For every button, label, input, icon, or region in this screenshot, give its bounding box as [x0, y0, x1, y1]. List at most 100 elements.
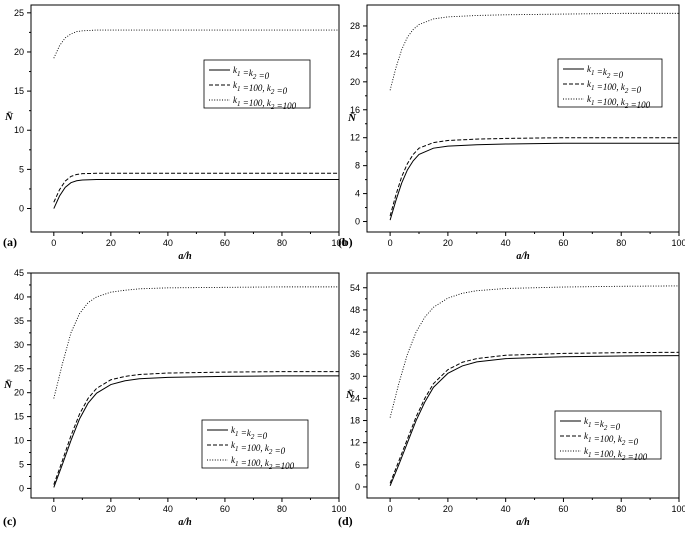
legend-text: k: [231, 455, 236, 465]
legend-text: =0: [628, 85, 641, 95]
y-tick-label: 6: [355, 460, 360, 470]
series-line-2: [53, 172, 339, 203]
legend-text: =0: [610, 70, 623, 80]
y-axis-label: N̄: [4, 111, 14, 123]
y-tick-label: 4: [355, 189, 360, 199]
legend-box: [557, 58, 663, 108]
legend-box: [203, 59, 311, 109]
panel-label: (b): [338, 235, 353, 249]
legend-subscript: 1: [235, 460, 239, 468]
legend-text: =100: [274, 101, 296, 111]
x-tick-label: 0: [388, 504, 393, 514]
x-axis-label: a/h: [516, 251, 530, 262]
legend-subscript: 2: [269, 448, 273, 456]
x-tick-label: 80: [277, 238, 287, 248]
legend-entry: k1 =100, k2 =100: [233, 95, 297, 111]
legend-text: =100, k: [595, 82, 626, 92]
y-tick-label: 0: [19, 483, 24, 493]
legend-subscript: 1: [591, 99, 595, 107]
legend-text: =100, k: [241, 98, 272, 108]
y-tick-label: 30: [350, 371, 360, 381]
y-tick-label: 0: [355, 482, 360, 492]
x-tick-label: 100: [331, 504, 346, 514]
legend-entry: k1 =100, k2 =0: [231, 440, 286, 456]
y-axis-label: N̄: [3, 379, 13, 391]
x-tick-label: 60: [558, 504, 568, 514]
y-tick-label: 45: [14, 268, 24, 278]
y-tick-label: 48: [350, 305, 360, 315]
legend-entry: k1 =k2 =0: [231, 425, 268, 441]
legend-subscript: 1: [588, 451, 592, 459]
x-tick-label: 60: [558, 238, 568, 248]
legend-subscript: 1: [588, 421, 592, 429]
legend: k1 =k2 =0k1 =100, k2 =0k1 =100, k2 =100: [557, 58, 663, 110]
legend-text: =100, k: [595, 97, 626, 107]
series-line-1: [389, 142, 679, 221]
legend-text: =100, k: [592, 449, 623, 459]
y-tick-label: 15: [14, 412, 24, 422]
y-tick-label: 16: [350, 105, 360, 115]
legend-subscript: 1: [237, 100, 241, 108]
y-tick-label: 40: [14, 292, 24, 302]
y-tick-label: 10: [14, 436, 24, 446]
x-tick-label: 20: [106, 238, 116, 248]
panel-label: (d): [338, 514, 353, 528]
legend-entry: k1 =k2 =0: [233, 65, 270, 81]
y-tick-label: 25: [14, 8, 24, 18]
x-tick-label: 80: [616, 504, 626, 514]
legend-subscript: 2: [607, 72, 611, 80]
legend-text: =0: [625, 437, 638, 447]
y-tick-label: 20: [350, 77, 360, 87]
legend-text: =0: [272, 446, 285, 456]
plot-frame: [30, 272, 340, 499]
legend-subscript: 1: [237, 70, 241, 78]
plot-frame: [30, 4, 340, 233]
y-tick-label: 24: [350, 49, 360, 59]
legend-text: k: [584, 416, 589, 426]
panel-label: (c): [3, 514, 16, 528]
y-axis-label: N̄: [347, 112, 357, 124]
legend-text: =100: [625, 452, 647, 462]
legend-subscript: 2: [269, 463, 273, 471]
x-tick-label: 80: [616, 238, 626, 248]
legend-text: =0: [254, 431, 267, 441]
x-tick-label: 100: [671, 504, 685, 514]
legend-subscript: 2: [271, 88, 275, 96]
y-tick-label: 0: [355, 217, 360, 227]
legend-text: k: [587, 94, 592, 104]
legend-subscript: 1: [235, 430, 239, 438]
legend-subscript: 2: [253, 73, 257, 81]
legend-entry: k1 =100, k2 =0: [587, 79, 642, 95]
y-tick-label: 28: [350, 21, 360, 31]
legend-entry: k1 =k2 =0: [587, 64, 624, 80]
series-line-3: [389, 12, 679, 91]
legend-subscript: 2: [622, 454, 626, 462]
x-tick-label: 20: [443, 504, 453, 514]
y-tick-label: 5: [19, 459, 24, 469]
x-axis-label: a/h: [516, 517, 530, 528]
y-tick-label: 36: [350, 349, 360, 359]
y-tick-label: 24: [350, 393, 360, 403]
series-line-2: [53, 371, 339, 485]
x-tick-label: 20: [443, 238, 453, 248]
x-tick-label: 0: [51, 238, 56, 248]
chart-panel-4: 0 20 40 60 80 100061218243036424854a/hN̄(d)k1…: [338, 272, 685, 528]
legend-text: =100, k: [239, 443, 270, 453]
y-tick-label: 18: [350, 416, 360, 426]
series-line-1: [53, 179, 339, 209]
y-tick-label: 12: [350, 438, 360, 448]
legend-box: [201, 419, 309, 469]
legend-box: [554, 410, 662, 460]
legend-text: =k: [241, 68, 254, 78]
y-tick-label: 5: [19, 164, 24, 174]
panel-label: (a): [3, 235, 17, 249]
series-line-3: [389, 285, 680, 418]
legend-entry: k1 =100, k2 =100: [587, 94, 651, 110]
legend-text: =0: [274, 86, 287, 96]
x-tick-label: 100: [331, 238, 346, 248]
series-line-1: [389, 355, 680, 487]
x-tick-label: 40: [163, 504, 173, 514]
legend-text: k: [233, 65, 238, 75]
series-line-3: [53, 286, 339, 399]
